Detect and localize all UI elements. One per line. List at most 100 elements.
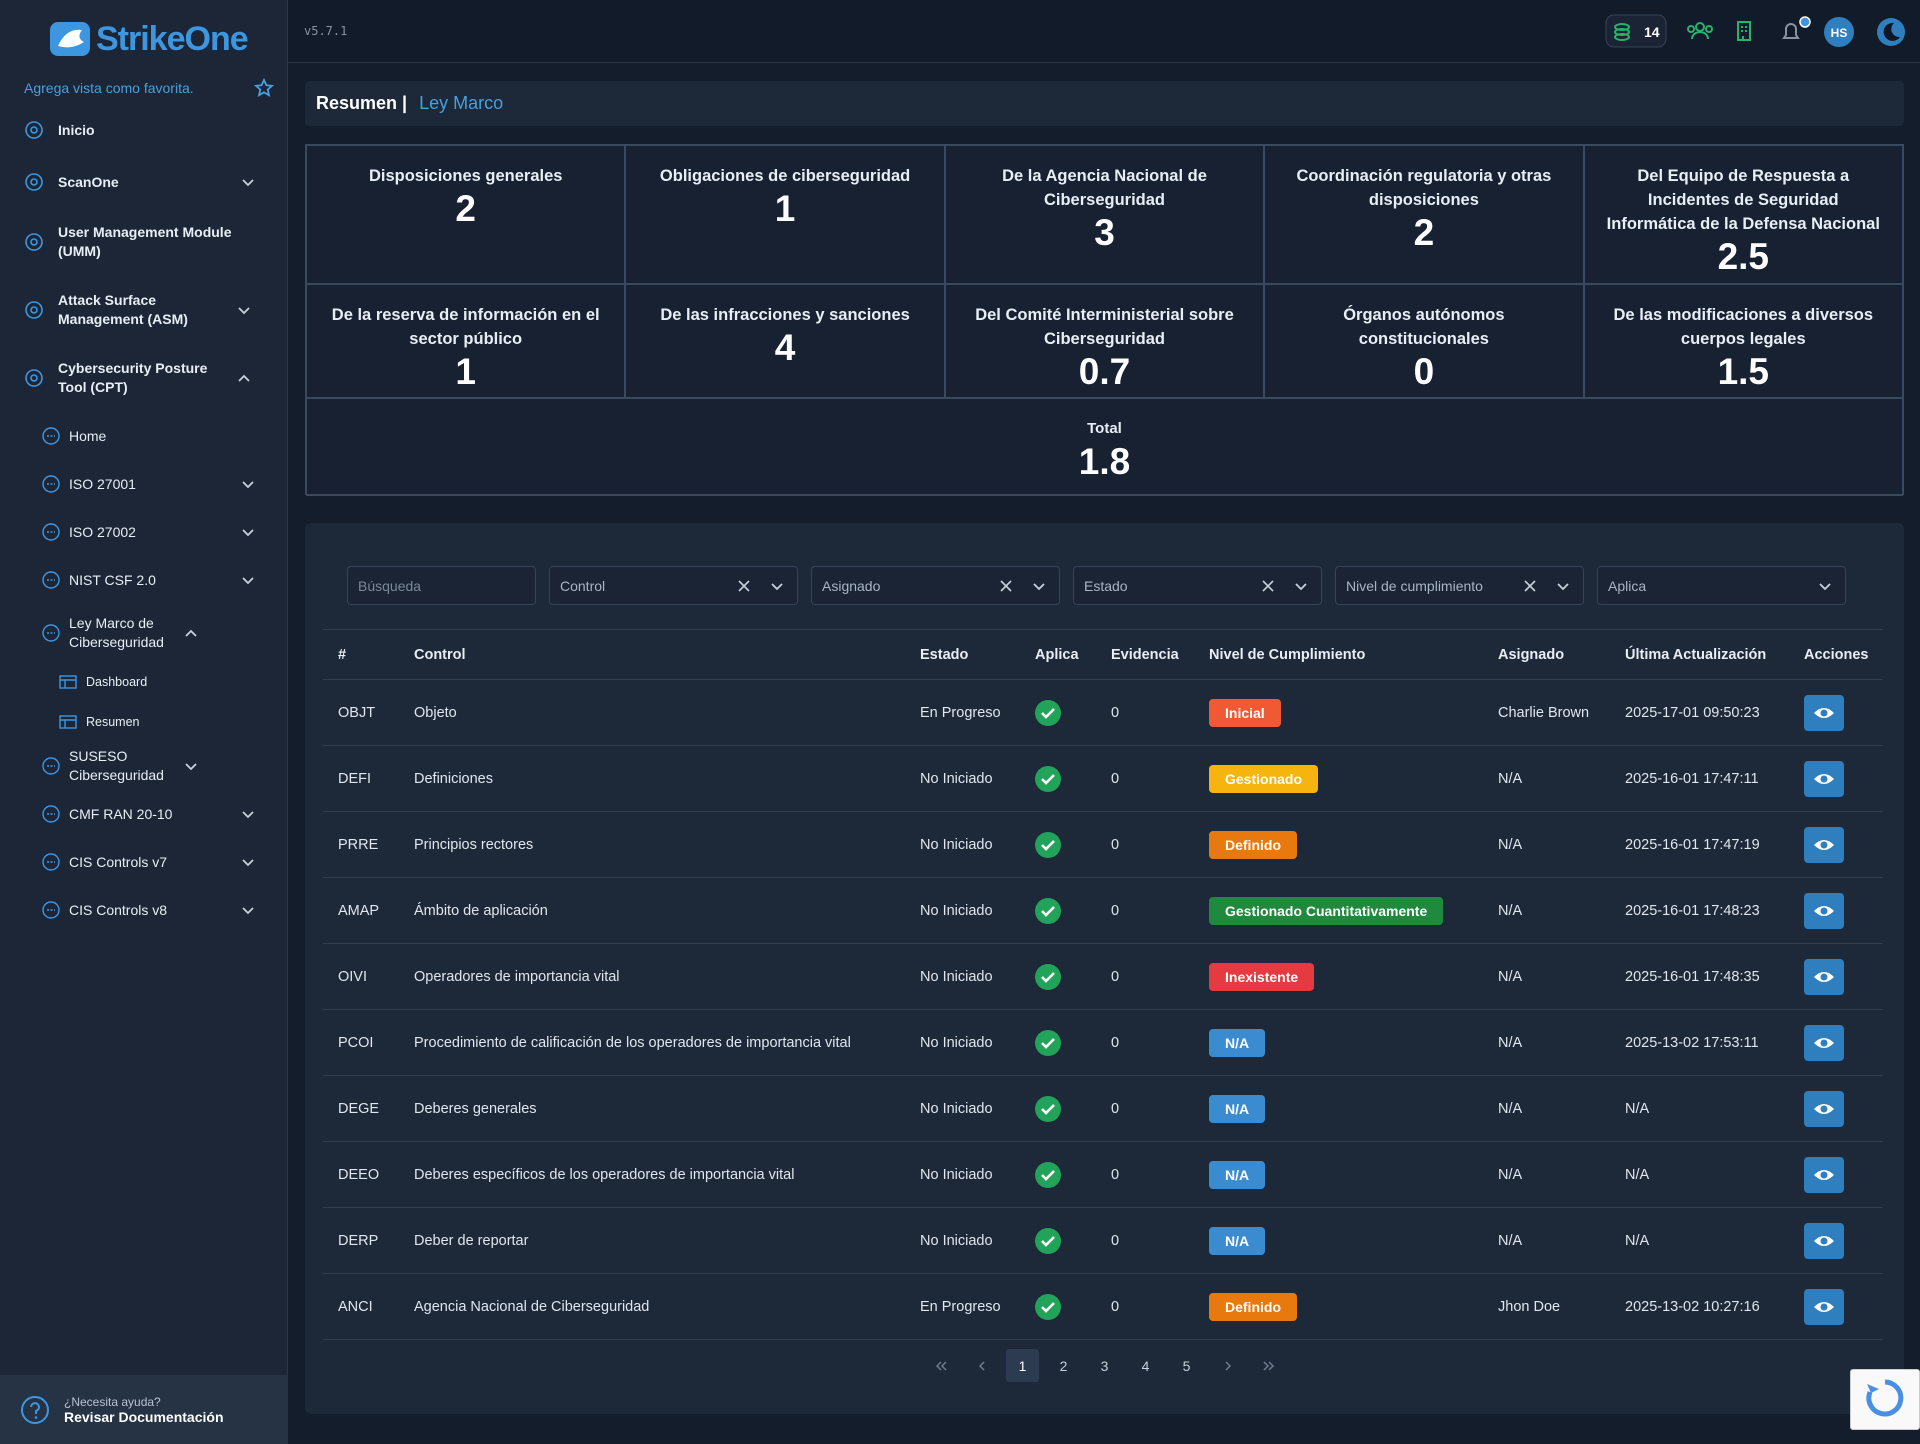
nav-label: Cybersecurity Posture Tool (CPT) — [58, 360, 208, 395]
chevron-wrap — [238, 172, 258, 192]
nav-icon — [25, 233, 43, 251]
cell-evidencia: 0 — [1096, 943, 1194, 1010]
nav-item[interactable]: Home — [0, 412, 288, 460]
view-button[interactable] — [1804, 1222, 1844, 1259]
cell-code: DEFI — [323, 745, 399, 812]
view-button[interactable] — [1804, 1156, 1844, 1193]
cell-estado: No Iniciado — [905, 877, 1020, 944]
chevron — [242, 529, 254, 537]
view-button[interactable] — [1804, 1288, 1844, 1325]
nav-icon — [42, 523, 60, 541]
eye-icon-wrap — [1813, 967, 1835, 987]
filter-select[interactable]: Nivel de cumplimiento — [1335, 566, 1584, 605]
nav-item[interactable]: Inicio — [0, 104, 288, 156]
first-page[interactable] — [924, 1349, 957, 1382]
nav-menu: Inicio ScanOne User Management Module (UMM… — [0, 104, 288, 934]
filter-select[interactable]: Estado — [1073, 566, 1322, 605]
prev-page[interactable] — [965, 1349, 998, 1382]
nav-item[interactable]: SUSESO Ciberseguridad — [0, 742, 288, 790]
avatar[interactable] — [1824, 17, 1854, 47]
page-number[interactable]: 3 — [1100, 1357, 1109, 1374]
nav-item[interactable]: Cybersecurity Posture Tool (CPT) — [0, 344, 288, 412]
eye-icon-wrap — [1813, 769, 1835, 789]
filter-select[interactable]: Aplica — [1597, 566, 1846, 605]
card-value: 2.5 — [1717, 236, 1769, 277]
view-button[interactable] — [1804, 892, 1844, 929]
cell-aplica — [1020, 1207, 1096, 1274]
view-button[interactable] — [1804, 694, 1844, 731]
nav-item[interactable]: ISO 27002 — [0, 508, 288, 556]
eye-icon — [1814, 1037, 1834, 1048]
nav-item[interactable]: User Management Module (UMM) — [0, 208, 288, 276]
nav-item[interactable]: Attack Surface Management (ASM) — [0, 276, 288, 344]
building-icon[interactable] — [1737, 21, 1751, 41]
cell-nivel: Definido — [1194, 811, 1483, 878]
chevron — [1557, 582, 1569, 590]
nav-item[interactable]: Dashboard — [0, 662, 288, 702]
page-number[interactable]: 5 — [1182, 1357, 1191, 1374]
view-button[interactable] — [1804, 1024, 1844, 1061]
cell-acciones — [1789, 943, 1883, 1010]
nav-icon — [42, 853, 60, 871]
star-icon[interactable] — [254, 78, 274, 98]
cell-code: PCOI — [323, 1009, 399, 1076]
view-button[interactable] — [1804, 760, 1844, 797]
cell-control: Procedimiento de calificación de los ope… — [399, 1009, 905, 1076]
help-box[interactable]: ¿Necesita ayuda? Revisar Documentación — [0, 1375, 288, 1444]
cell-code: PRRE — [323, 811, 399, 878]
table-row: PRRE Principios rectores No Iniciado 0 Defin… — [323, 811, 1883, 878]
level-badge: Inexistente — [1209, 962, 1315, 991]
recaptcha[interactable] — [1850, 1369, 1920, 1430]
nav-item[interactable]: Resumen — [0, 702, 288, 742]
logo-icon — [50, 22, 90, 56]
nav-item[interactable]: CIS Controls v7 — [0, 838, 288, 886]
cell-nivel: N/A — [1194, 1141, 1483, 1208]
nav-item[interactable]: Ley Marco de Ciberseguridad — [0, 604, 288, 662]
page-number[interactable]: 2 — [1059, 1357, 1068, 1374]
summary-card: De las modificaciones a diversos cuerpos… — [1583, 284, 1903, 398]
view-button[interactable] — [1804, 958, 1844, 995]
page-number[interactable]: 4 — [1141, 1357, 1150, 1374]
level-badge: N/A — [1209, 1094, 1266, 1123]
logo[interactable]: StrikeOne — [50, 16, 249, 62]
nav-item[interactable]: CIS Controls v8 — [0, 886, 288, 934]
table-header: # Control Estado Aplica Evidencia Nivel de Cu… — [323, 629, 1883, 680]
help-link[interactable]: Revisar Documentación — [64, 1408, 224, 1425]
cell-estado: No Iniciado — [905, 1009, 1020, 1076]
next-page-icon-wrap — [1220, 1358, 1236, 1374]
chevron-wrap — [238, 522, 258, 542]
nav-icon-wrap — [41, 756, 61, 776]
last-page[interactable] — [1252, 1349, 1285, 1382]
team-icon[interactable] — [1687, 22, 1713, 40]
cell-estado: No Iniciado — [905, 943, 1020, 1010]
card-value: 2 — [1413, 212, 1435, 253]
page-number[interactable]: 1 — [1006, 1349, 1039, 1382]
check-icon — [1035, 831, 1061, 858]
eye-icon-wrap — [1813, 835, 1835, 855]
nav-item[interactable]: ISO 27001 — [0, 460, 288, 508]
view-button[interactable] — [1804, 1090, 1844, 1127]
level-badge: N/A — [1209, 1028, 1266, 1057]
check-icon — [1035, 765, 1061, 792]
search-input[interactable]: Búsqueda — [347, 566, 536, 605]
chevron-wrap — [234, 300, 254, 320]
eye-icon-wrap — [1813, 1033, 1835, 1053]
breadcrumb-link[interactable]: Ley Marco — [419, 93, 504, 113]
nav-icon — [42, 805, 60, 823]
chevron — [242, 811, 254, 819]
filter-select[interactable]: Control — [549, 566, 798, 605]
nav-item[interactable]: ScanOne — [0, 156, 288, 208]
last-page-icon — [1262, 1360, 1274, 1371]
nav-label: ScanOne — [58, 173, 119, 190]
nav-item[interactable]: CMF RAN 20-10 — [0, 790, 288, 838]
nav-icon-wrap — [41, 474, 61, 494]
next-page[interactable] — [1211, 1349, 1244, 1382]
nav-icon — [25, 301, 43, 319]
table-row: DEFI Definiciones No Iniciado 0 Gestionado N/… — [323, 745, 1883, 812]
eye-icon-wrap — [1813, 1231, 1835, 1251]
filter-select[interactable]: Asignado — [811, 566, 1060, 605]
nav-item[interactable]: NIST CSF 2.0 — [0, 556, 288, 604]
bell-icon[interactable] — [1782, 16, 1811, 39]
view-button[interactable] — [1804, 826, 1844, 863]
chevron — [185, 763, 197, 771]
